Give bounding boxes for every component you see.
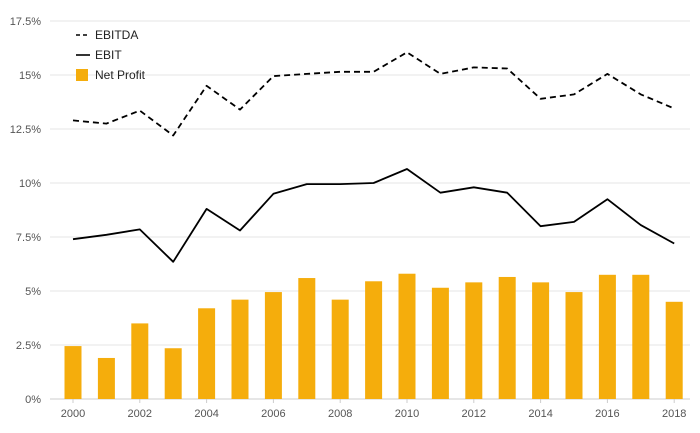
legend-item-ebitda: EBITDA bbox=[76, 28, 138, 42]
net-profit-bar bbox=[398, 273, 416, 399]
x-tick-label: 2000 bbox=[61, 408, 85, 420]
x-tick-label: 2016 bbox=[595, 408, 619, 420]
net-profit-bars bbox=[64, 273, 683, 399]
net-profit-bar bbox=[64, 346, 82, 399]
y-tick-label: 15% bbox=[19, 70, 41, 82]
x-tick-label: 2002 bbox=[128, 408, 152, 420]
y-tick-label: 17.5% bbox=[10, 16, 41, 28]
legend-item-net-profit: Net Profit bbox=[76, 68, 146, 82]
y-tick-label: 2.5% bbox=[16, 340, 41, 352]
x-tick-label: 2012 bbox=[462, 408, 486, 420]
net-profit-bar bbox=[665, 301, 683, 399]
x-tick-label: 2006 bbox=[261, 408, 285, 420]
net-profit-bar bbox=[565, 292, 583, 399]
line-series bbox=[72, 51, 675, 263]
x-tick-label: 2008 bbox=[328, 408, 352, 420]
net-profit-bar bbox=[231, 299, 249, 399]
net-profit-bar bbox=[431, 287, 449, 399]
net-profit-bar bbox=[298, 278, 316, 399]
net-profit-bar bbox=[164, 348, 182, 399]
net-profit-bar bbox=[632, 274, 650, 399]
legend-swatch-net-profit bbox=[76, 69, 88, 81]
x-tick-label: 2018 bbox=[662, 408, 686, 420]
net-profit-bar bbox=[198, 308, 216, 399]
net-profit-bar bbox=[498, 276, 516, 399]
legend-label-ebit: EBIT bbox=[95, 48, 122, 62]
y-tick-label: 12.5% bbox=[10, 124, 41, 136]
net-profit-bar bbox=[598, 274, 616, 399]
x-tick-label: 2004 bbox=[194, 408, 218, 420]
y-tick-label: 0% bbox=[25, 394, 41, 406]
y-tick-label: 7.5% bbox=[16, 232, 41, 244]
ebitda-line bbox=[72, 51, 675, 137]
ebit-line bbox=[72, 168, 675, 263]
net-profit-bar bbox=[264, 292, 282, 399]
net-profit-bar bbox=[331, 299, 349, 399]
net-profit-bar bbox=[131, 323, 149, 399]
x-tick-label: 2010 bbox=[395, 408, 419, 420]
net-profit-bar bbox=[465, 282, 483, 399]
legend-label-net-profit: Net Profit bbox=[95, 68, 146, 82]
y-tick-label: 10% bbox=[19, 178, 41, 190]
net-profit-bar bbox=[97, 357, 115, 399]
net-profit-bar bbox=[365, 281, 383, 399]
axes: 0% 2.5% 5% 7.5% 10% 12.5% 15% 17.5% 2000 2002 2004… bbox=[10, 16, 687, 420]
y-tick-label: 5% bbox=[25, 286, 41, 298]
x-tick-label: 2014 bbox=[528, 408, 552, 420]
legend: EBITDA EBIT Net Profit bbox=[76, 28, 146, 82]
legend-item-ebit: EBIT bbox=[76, 48, 122, 62]
net-profit-bar bbox=[532, 282, 550, 399]
legend-label-ebitda: EBITDA bbox=[95, 28, 138, 42]
